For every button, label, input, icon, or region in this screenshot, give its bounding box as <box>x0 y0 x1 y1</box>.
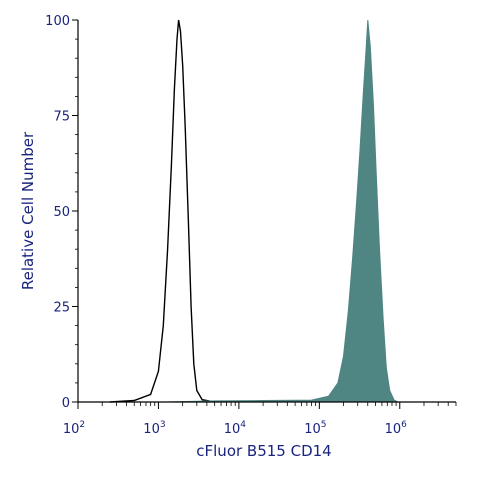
x-tick-label: 105 <box>304 420 326 437</box>
x-axis-ticks: 102 103 104 105 106 <box>63 402 457 437</box>
x-tick-label: 104 <box>224 420 247 437</box>
x-tick-label: 103 <box>143 420 165 437</box>
x-tick-label: 106 <box>385 420 408 437</box>
plot-area: 0 25 50 75 100 102 103 104 105 106 <box>45 14 457 437</box>
series-0-outline-histogram <box>109 19 215 403</box>
series-1-filled-histogram <box>164 19 399 403</box>
series-layer <box>109 19 399 403</box>
y-tick-label: 0 <box>62 396 70 411</box>
y-tick-label: 25 <box>53 301 70 316</box>
y-tick-label: 50 <box>53 205 70 220</box>
y-tick-label: 75 <box>53 110 70 125</box>
y-axis-ticks: 0 25 50 75 100 <box>45 14 78 411</box>
y-tick-label: 100 <box>45 14 70 29</box>
x-axis-label: cFluor B515 CD14 <box>196 442 331 460</box>
y-axis-label: Relative Cell Number <box>19 131 37 290</box>
x-tick-label: 102 <box>63 420 85 437</box>
